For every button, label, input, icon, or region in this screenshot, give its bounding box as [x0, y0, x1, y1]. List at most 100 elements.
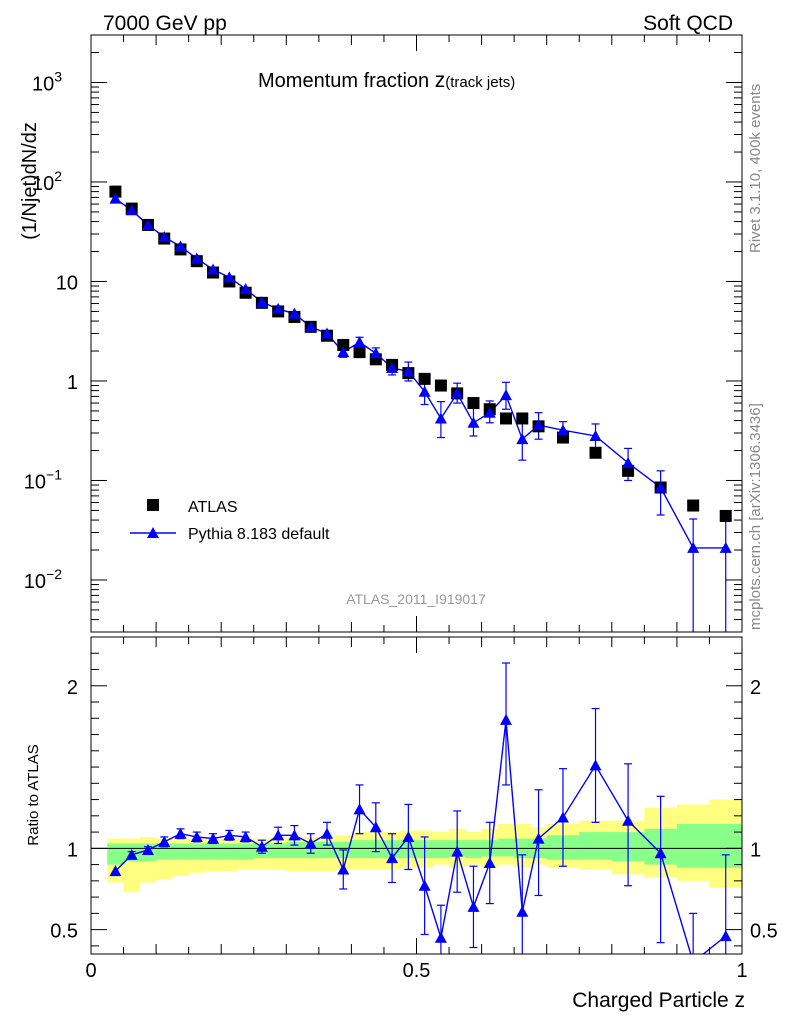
ratio-point [320, 827, 333, 839]
uncertainty-band-inner [465, 840, 482, 859]
uncertainty-band-inner [286, 841, 303, 859]
y-tick-label: 10 [56, 272, 78, 294]
pythia-point [622, 456, 635, 468]
pythia-point [141, 218, 154, 230]
pythia-point [353, 336, 366, 348]
atlas-point [434, 379, 447, 392]
ratio-plot-frame [90, 636, 743, 955]
ratio-point [353, 803, 366, 815]
pythia-point [369, 347, 382, 359]
pythia-point [434, 412, 447, 424]
legend-marker-pythia [147, 527, 159, 538]
pythia-point [418, 385, 431, 397]
ratio-point [288, 829, 301, 841]
ratio-point [622, 814, 635, 826]
pythia-point [719, 541, 732, 553]
pythia-point [451, 387, 464, 399]
pythia-point [556, 424, 569, 436]
pythia-point [516, 433, 529, 445]
pythia-point [109, 192, 122, 204]
pythia-point [174, 240, 187, 252]
pythia-point [483, 406, 496, 418]
main-plot-ticks: 10−2 10−1 1 10 102 103 [24, 34, 743, 633]
legend: ATLAS Pythia 8.183 default [130, 499, 330, 543]
uncertainty-band-inner [156, 843, 173, 860]
header-right: Soft QCD [643, 12, 733, 35]
ratio-point [434, 931, 447, 943]
ratio-point [654, 847, 667, 859]
uncertainty-band-inner [237, 843, 255, 860]
pythia-point [687, 541, 700, 553]
legend-marker-atlas [147, 499, 159, 511]
mcplots-reference-label: mcplots.cern.ch [arXiv:1306.3436] [747, 403, 764, 630]
ratio-point [141, 843, 154, 855]
main-plot-marks [109, 185, 732, 632]
uncertainty-band-inner [172, 843, 190, 860]
ratio-point [158, 835, 171, 847]
atlas-point [353, 346, 366, 359]
ratio-point [719, 930, 732, 942]
atlas-point [719, 509, 732, 522]
main-plot-ylabel: (1/Njet)dN/dz [19, 122, 41, 240]
ratio-plot-ylabel: Ratio to ATLAS [25, 744, 42, 845]
pythia-point [467, 416, 480, 428]
ratio-y-tick-label-right: 1 [750, 839, 761, 861]
y-tick-label: 102 [32, 168, 62, 195]
pythia-point [320, 327, 333, 339]
ratio-point [516, 905, 529, 917]
ratio-y-tick-label-left: 1 [67, 839, 78, 861]
ratio-point [451, 845, 464, 857]
ratio-y-tick-label-right: 2 [750, 677, 761, 699]
ratio-point [500, 713, 513, 725]
atlas-point [687, 499, 700, 512]
pythia-point [304, 320, 317, 332]
ratio-point [272, 829, 285, 841]
uncertainty-band-inner [270, 843, 287, 859]
uncertainty-band-inner [204, 843, 222, 860]
ratio-point [483, 856, 496, 868]
rivet-version-label: Rivet 3.1.10, 400k events [747, 84, 764, 253]
ratio-point [418, 879, 431, 891]
ratio-point [304, 837, 317, 849]
pythia-point [190, 252, 203, 264]
pythia-point [272, 302, 285, 314]
uncertainty-band-inner [107, 843, 124, 865]
atlas-point [418, 372, 431, 385]
atlas-point [589, 446, 602, 459]
ratio-point [190, 830, 203, 842]
pythia-point [402, 365, 415, 377]
pythia-point [207, 263, 220, 275]
pythia-point [337, 346, 350, 358]
ratio-plot: 0.5 0.51 12 20 0.5 1 Ratio to ATLAS Charged P… [25, 636, 778, 1012]
uncertainty-band-inner [432, 840, 450, 859]
legend-label-atlas: ATLAS [188, 499, 238, 516]
ratio-point [369, 821, 382, 833]
ratio-point [556, 811, 569, 823]
pythia-point [589, 429, 602, 441]
main-plot-title: Momentum fraction z(track jets) [258, 69, 515, 92]
main-plot: 10−2 10−1 1 10 102 103 Momentum fraction z(tr… [19, 34, 743, 633]
uncertainty-band-inner [318, 841, 336, 859]
atlas-point [337, 338, 350, 351]
x-tick-label: 1 [736, 960, 747, 982]
uncertainty-band-inner [221, 843, 238, 860]
analysis-id-watermark: ATLAS_2011_I919017 [346, 591, 486, 607]
uncertainty-band-inner [188, 843, 206, 860]
x-axis-label: Charged Particle z [572, 989, 745, 1012]
y-tick-label: 10−1 [24, 466, 62, 493]
ratio-point [467, 900, 480, 912]
ratio-point [125, 848, 138, 860]
ratio-point [589, 759, 602, 771]
pythia-point [255, 296, 268, 308]
atlas-point [500, 412, 513, 425]
atlas-point [467, 397, 480, 410]
uncertainty-band-inner [676, 823, 710, 868]
ratio-point [174, 827, 187, 839]
x-tick-label: 0 [85, 960, 96, 982]
ratio-point [239, 830, 252, 842]
ratio-point [386, 852, 399, 864]
atlas-point [109, 185, 122, 198]
ratio-plot-ticks: 0.5 0.51 12 20 0.5 1 [50, 636, 778, 982]
ratio-point [532, 832, 545, 844]
